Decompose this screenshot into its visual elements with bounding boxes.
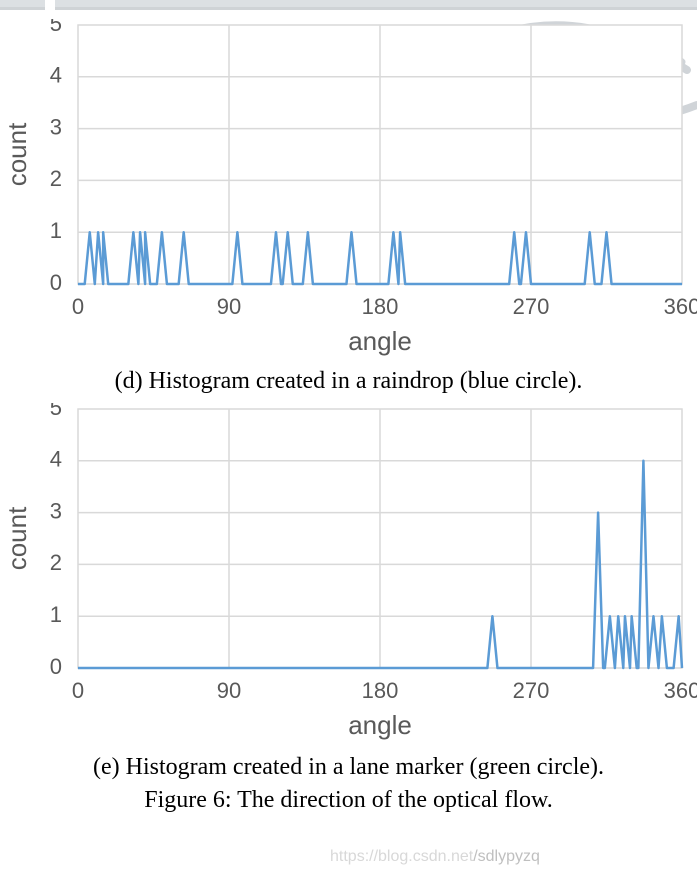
svg-text:0: 0 [50,270,62,295]
top-band-svg [0,0,697,14]
svg-text:5: 5 [50,403,62,420]
svg-text:5: 5 [50,19,62,36]
svg-text:270: 270 [513,294,550,319]
csdn-watermark-prefix: https://blog.csdn.net [330,848,473,865]
top-band [0,0,697,19]
csdn-watermark-suffix: /sdlypyzq [473,848,540,865]
svg-text:3: 3 [50,498,62,523]
chart-d: 0 1 2 3 4 5 0 90 180 270 360 angle count [0,19,697,364]
chart-d-block: 0 1 2 3 4 5 0 90 180 270 360 angle count [0,19,697,364]
svg-text:0: 0 [72,678,84,703]
svg-text:1: 1 [50,602,62,627]
svg-text:3: 3 [50,114,62,139]
svg-text:90: 90 [217,678,241,703]
svg-text:2: 2 [50,166,62,191]
svg-text:angle: angle [348,710,412,740]
svg-text:0: 0 [72,294,84,319]
chart-e: 0 1 2 3 4 5 0 90 180 270 360 angle count [0,403,697,748]
svg-text:count: count [2,122,32,186]
svg-text:4: 4 [50,447,62,472]
svg-text:1: 1 [50,218,62,243]
svg-text:360: 360 [664,678,697,703]
svg-text:180: 180 [362,294,399,319]
caption-d: (d) Histogram created in a raindrop (blu… [0,368,697,395]
svg-text:180: 180 [362,678,399,703]
caption-e-text: (e) Histogram created in a lane marker (… [93,754,604,780]
csdn-watermark: https://blog.csdn.net/sdlypyzq [330,848,540,866]
svg-text:2: 2 [50,550,62,575]
figure-caption: Figure 6: The direction of the optical f… [0,787,697,814]
page-root: 0 1 2 3 4 5 0 90 180 270 360 angle count (d) Histogr… [0,0,697,814]
svg-text:4: 4 [50,63,62,88]
svg-text:90: 90 [217,294,241,319]
svg-text:count: count [2,506,32,570]
svg-text:angle: angle [348,326,412,356]
svg-text:360: 360 [664,294,697,319]
figure-caption-text: Figure 6: The direction of the optical f… [144,787,553,813]
caption-d-text: (d) Histogram created in a raindrop (blu… [115,368,583,394]
chart-e-block: 0 1 2 3 4 5 0 90 180 270 360 angle count [0,403,697,748]
caption-e: (e) Histogram created in a lane marker (… [0,754,697,781]
svg-text:270: 270 [513,678,550,703]
svg-text:0: 0 [50,654,62,679]
